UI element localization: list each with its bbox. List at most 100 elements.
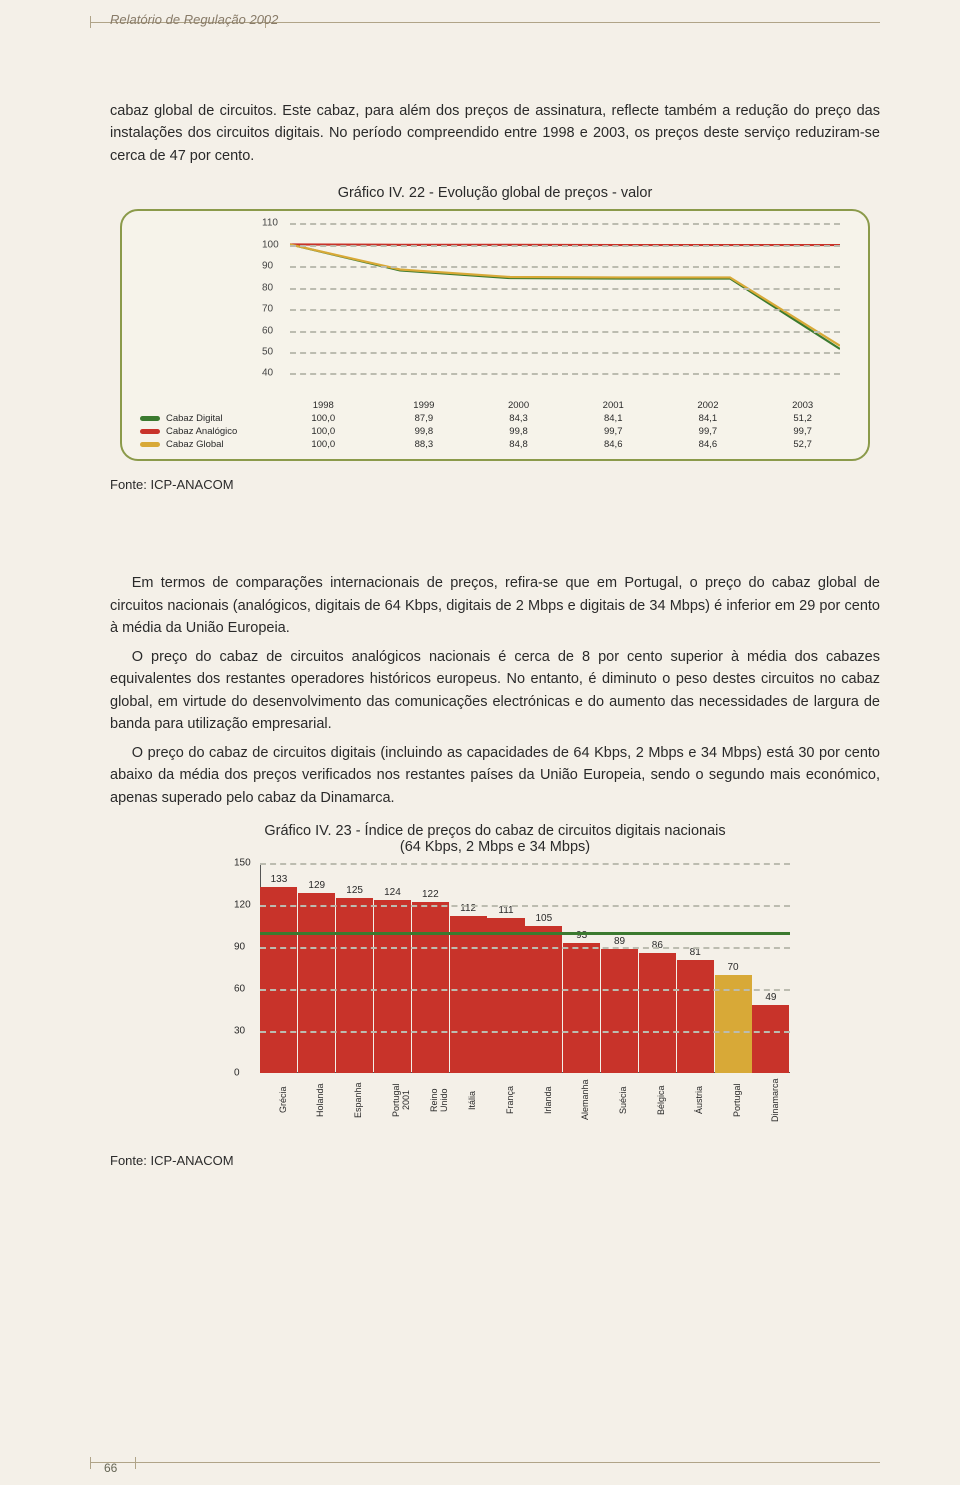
chart2-bar-value: 105: [535, 913, 552, 924]
legend-swatch: [140, 416, 160, 421]
chart2-bar-label: Grécia: [278, 1077, 281, 1123]
chart1-legend-table: 199819992000200120022003Cabaz Digital100…: [140, 399, 850, 451]
chart1-gridline: [290, 309, 840, 311]
chart1-cell: 99,8: [377, 425, 472, 438]
chart2-bar: 49: [752, 863, 789, 1073]
chart1-cell: 88,3: [377, 438, 472, 451]
chart1-ytick: 80: [262, 282, 273, 293]
chart1-ytick: 90: [262, 261, 273, 272]
chart1-series-name: Cabaz Global: [140, 438, 270, 451]
chart1-year-header: 1998: [270, 399, 377, 412]
chart2-subtitle: (64 Kbps, 2 Mbps e 34 Mbps): [400, 839, 590, 855]
running-head: Relatório de Regulação 2002: [110, 12, 278, 27]
chart1-ytick: 70: [262, 304, 273, 315]
chart1-cell: 84,6: [661, 438, 756, 451]
chart2-bar: 86: [639, 863, 676, 1073]
chart2-bar-rect: [260, 887, 297, 1073]
chart1-cell: 84,3: [471, 412, 566, 425]
chart2-source: Fonte: ICP-ANACOM: [110, 1153, 880, 1168]
chart1-ytick: 110: [262, 218, 278, 229]
chart2-gridline: [260, 947, 790, 949]
chart2-bar-label: Irlanda: [543, 1077, 546, 1123]
chart2-bar-value: 125: [346, 885, 363, 896]
chart2-ytick: 0: [234, 1068, 240, 1079]
chart2-gridline: [260, 989, 790, 991]
chart2-bar-value: 129: [308, 880, 325, 891]
body-paragraph: O preço do cabaz de circuitos analógicos…: [110, 646, 880, 736]
chart2-bar-label: Espanha: [353, 1077, 356, 1123]
chart2-bar-rect: [601, 949, 638, 1074]
chart1-year-header: 2003: [755, 399, 850, 412]
chart2-bar-label: França: [505, 1077, 508, 1123]
chart2-ytick: 90: [234, 942, 245, 953]
chart1-cell: 99,7: [755, 425, 850, 438]
chart1-cell: 87,9: [377, 412, 472, 425]
chart2-plot-area: 133129125124122112111105938986817049 150…: [230, 863, 790, 1123]
chart1-cell: 84,6: [566, 438, 661, 451]
chart2-bar: 81: [677, 863, 714, 1073]
body-paragraph: Em termos de comparações internacionais …: [110, 572, 880, 639]
chart1-year-header: 2002: [661, 399, 756, 412]
chart2-bar: 105: [525, 863, 562, 1073]
chart2-bar: 89: [601, 863, 638, 1073]
chart2-bar-rect: [336, 898, 373, 1073]
chart2-title: Gráfico IV. 23 - Índice de preços do cab…: [264, 823, 725, 839]
chart2-gridline: [260, 905, 790, 907]
chart2-bar-label: Reino Unido: [429, 1077, 432, 1123]
chart1-gridline: [290, 288, 840, 290]
legend-swatch: [140, 429, 160, 434]
chart1-gridline: [290, 352, 840, 354]
chart2-bar-value: 122: [422, 889, 439, 900]
chart2-bar-rect: [752, 1005, 789, 1074]
chart2-bar-label: Portugal: [732, 1077, 735, 1123]
intro-paragraph: cabaz global de circuitos. Este cabaz, p…: [110, 100, 880, 167]
chart1-gridline: [290, 373, 840, 375]
chart2-bar-rect: [487, 918, 524, 1073]
chart2-bar-rect: [412, 902, 449, 1073]
chart1-gridline: [290, 331, 840, 333]
body-paragraph: O preço do cabaz de circuitos digitais (…: [110, 742, 880, 809]
chart1-series-name: Cabaz Digital: [140, 412, 270, 425]
chart2-bar: 122: [412, 863, 449, 1073]
footer-rule: [90, 1462, 880, 1463]
chart2-bar: 112: [450, 863, 487, 1073]
chart2-ytick: 150: [234, 858, 251, 869]
chart2-bar-rect: [298, 893, 335, 1074]
chart2-bar-value: 89: [614, 936, 625, 947]
chart2-gridline: [260, 1031, 790, 1033]
legend-swatch: [140, 442, 160, 447]
chart1-gridline: [290, 223, 840, 225]
chart1-ytick: 60: [262, 325, 273, 336]
chart2-bar-value: 49: [765, 992, 776, 1003]
chart1-cell: 99,7: [566, 425, 661, 438]
chart2-bar-label: Itália: [467, 1077, 470, 1123]
chart2-ytick: 120: [234, 900, 251, 911]
chart2-reference-line: [260, 932, 790, 935]
chart1-cell: 100,0: [270, 438, 377, 451]
chart2-bar-label: Holanda: [315, 1077, 318, 1123]
chart2-bar: 124: [374, 863, 411, 1073]
chart2-bar-rect: [639, 953, 676, 1073]
chart1-title: Gráfico IV. 22 - Evolução global de preç…: [110, 185, 880, 201]
chart2-bar-rect: [450, 916, 487, 1073]
chart2-bar: 70: [715, 863, 752, 1073]
body-paragraphs: Em termos de comparações internacionais …: [110, 572, 880, 809]
chart1-cell: 84,1: [566, 412, 661, 425]
chart1-source: Fonte: ICP-ANACOM: [110, 477, 880, 492]
chart2-bar-value: 70: [727, 962, 738, 973]
chart2-bar: 111: [487, 863, 524, 1073]
chart2-bar: 129: [298, 863, 335, 1073]
header-tick: [90, 16, 91, 28]
chart1-gridline: [290, 245, 840, 247]
chart2-bar-label: Dinamarca: [770, 1077, 773, 1123]
chart2-bar-value: 133: [271, 874, 288, 885]
chart2-bar-label: Áustria: [694, 1077, 697, 1123]
chart1-year-header: 2001: [566, 399, 661, 412]
chart1-cell: 99,7: [661, 425, 756, 438]
chart1-box: 110100908070605040 199819992000200120022…: [120, 209, 870, 461]
chart2-gridline: [260, 863, 790, 865]
chart1-plot-area: 110100908070605040: [260, 223, 850, 393]
chart1-year-header: 2000: [471, 399, 566, 412]
chart2-bar-rect: [677, 960, 714, 1073]
chart2-bar-value: 124: [384, 887, 401, 898]
